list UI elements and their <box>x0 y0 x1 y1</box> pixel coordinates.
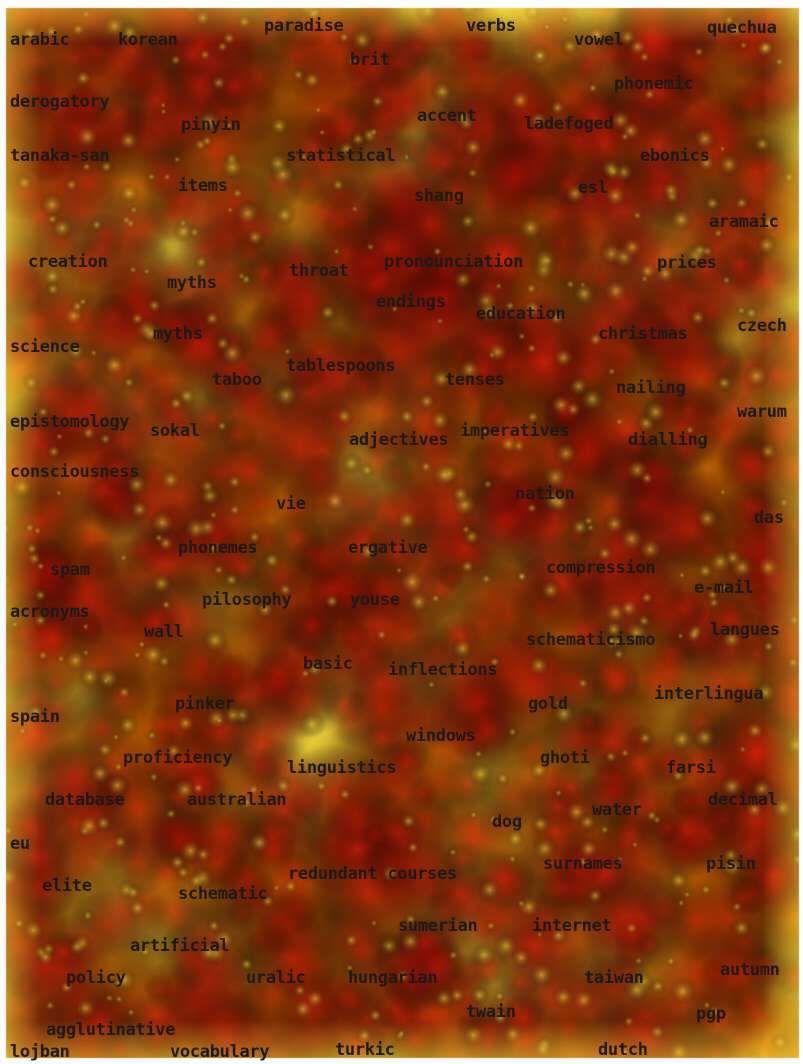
term-imperatives[interactable]: imperatives <box>460 421 570 441</box>
term-water[interactable]: water <box>592 800 642 820</box>
term-throat[interactable]: throat <box>289 261 349 281</box>
term-australian[interactable]: australian <box>187 790 287 810</box>
term-turkic[interactable]: turkic <box>335 1040 395 1060</box>
term-accent[interactable]: accent <box>417 106 477 126</box>
term-education[interactable]: education <box>476 304 566 324</box>
term-agglutinative[interactable]: agglutinative <box>46 1020 176 1040</box>
term-basic[interactable]: basic <box>303 654 353 674</box>
term-decimal[interactable]: decimal <box>708 790 778 810</box>
term-compression[interactable]: compression <box>546 558 656 578</box>
term-youse[interactable]: youse <box>350 590 400 610</box>
term-ladefoged[interactable]: ladefoged <box>524 114 614 134</box>
term-acronyms[interactable]: acronyms <box>10 602 90 622</box>
term-christmas[interactable]: christmas <box>598 324 688 344</box>
term-myths[interactable]: myths <box>167 273 217 293</box>
term-sokal[interactable]: sokal <box>150 421 200 441</box>
term-wall[interactable]: wall <box>144 622 184 642</box>
term-linguistics[interactable]: linguistics <box>287 758 397 778</box>
term-tenses[interactable]: tenses <box>445 370 505 390</box>
term-twain[interactable]: twain <box>466 1002 516 1022</box>
term-pilosophy[interactable]: pilosophy <box>202 590 292 610</box>
term-tanaka-san[interactable]: tanaka-san <box>10 146 110 166</box>
term-e-mail[interactable]: e-mail <box>694 578 754 598</box>
term-spam[interactable]: spam <box>50 560 90 580</box>
term-myths-2[interactable]: myths <box>153 324 203 344</box>
term-proficiency[interactable]: proficiency <box>123 748 233 768</box>
term-dialling[interactable]: dialling <box>628 430 708 450</box>
term-spain[interactable]: spain <box>10 707 60 727</box>
term-arabic[interactable]: arabic <box>10 30 70 50</box>
term-verbs[interactable]: verbs <box>466 16 516 36</box>
term-pinyin[interactable]: pinyin <box>181 115 241 135</box>
term-ergative[interactable]: ergative <box>348 538 428 558</box>
term-consciousness[interactable]: consciousness <box>10 462 140 482</box>
term-esl[interactable]: esl <box>578 178 608 198</box>
term-vie[interactable]: vie <box>276 494 306 514</box>
term-sumerian[interactable]: sumerian <box>398 916 478 936</box>
term-database[interactable]: database <box>45 790 125 810</box>
term-vowel[interactable]: vowel <box>574 30 624 50</box>
term-pisin[interactable]: pisin <box>706 854 756 874</box>
term-redundant-courses[interactable]: redundant courses <box>288 864 457 884</box>
term-internet[interactable]: internet <box>532 916 612 936</box>
term-uralic[interactable]: uralic <box>246 968 306 988</box>
term-inflections[interactable]: inflections <box>388 660 498 680</box>
term-eu[interactable]: eu <box>10 834 30 854</box>
term-interlingua[interactable]: interlingua <box>654 684 764 704</box>
term-pinker[interactable]: pinker <box>175 694 235 714</box>
term-ghoti[interactable]: ghoti <box>540 748 590 768</box>
term-schematic[interactable]: schematic <box>178 884 268 904</box>
term-das[interactable]: das <box>754 508 784 528</box>
term-aramaic[interactable]: aramaic <box>709 212 779 232</box>
term-vocabulary[interactable]: vocabulary <box>170 1042 270 1062</box>
term-taboo[interactable]: taboo <box>212 370 262 390</box>
term-shang[interactable]: shang <box>414 186 464 206</box>
term-artificial[interactable]: artificial <box>130 936 230 956</box>
term-nailing[interactable]: nailing <box>616 378 686 398</box>
term-epistomology[interactable]: epistomology <box>10 412 130 432</box>
term-schematicismo[interactable]: schematicismo <box>526 630 656 650</box>
term-paradise[interactable]: paradise <box>264 16 344 36</box>
term-prices[interactable]: prices <box>657 253 717 273</box>
term-langues[interactable]: langues <box>710 620 780 640</box>
term-korean[interactable]: korean <box>118 30 178 50</box>
term-dutch[interactable]: dutch <box>598 1040 648 1060</box>
term-farsi[interactable]: farsi <box>666 758 716 778</box>
term-taiwan[interactable]: taiwan <box>584 968 644 988</box>
term-ebonics[interactable]: ebonics <box>640 146 710 166</box>
term-adjectives[interactable]: adjectives <box>349 430 449 450</box>
term-surnames[interactable]: surnames <box>543 854 623 874</box>
term-derogatory[interactable]: derogatory <box>10 92 110 112</box>
term-lojban[interactable]: lojban <box>10 1042 70 1062</box>
term-statistical[interactable]: statistical <box>286 146 396 166</box>
term-pgp[interactable]: pgp <box>696 1004 726 1024</box>
term-science[interactable]: science <box>10 337 80 357</box>
term-policy[interactable]: policy <box>66 968 126 988</box>
term-autumn[interactable]: autumn <box>720 960 780 980</box>
term-dog[interactable]: dog <box>492 812 522 832</box>
term-phonemic[interactable]: phonemic <box>614 74 694 94</box>
term-quechua[interactable]: quechua <box>707 18 777 38</box>
term-czech[interactable]: czech <box>737 316 787 336</box>
term-hungarian[interactable]: hungarian <box>348 968 438 988</box>
term-creation[interactable]: creation <box>28 252 108 272</box>
term-pronounciation[interactable]: pronounciation <box>384 252 524 272</box>
term-endings[interactable]: endings <box>376 292 446 312</box>
term-elite[interactable]: elite <box>42 876 92 896</box>
term-windows[interactable]: windows <box>406 726 476 746</box>
term-tablespoons[interactable]: tablespoons <box>286 356 396 376</box>
term-phonemes[interactable]: phonemes <box>178 538 258 558</box>
term-gold[interactable]: gold <box>528 694 568 714</box>
term-brit[interactable]: brit <box>350 50 390 70</box>
term-items[interactable]: items <box>178 176 228 196</box>
term-warum[interactable]: warum <box>737 402 787 422</box>
term-nation[interactable]: nation <box>515 484 575 504</box>
